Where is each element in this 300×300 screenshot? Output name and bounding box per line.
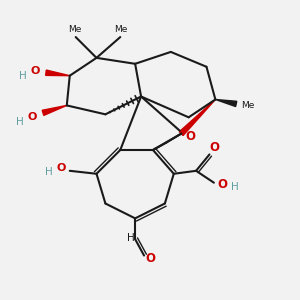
Text: O: O [145,252,155,265]
Text: O: O [185,130,195,143]
Polygon shape [179,100,215,136]
Text: Me: Me [114,25,128,34]
Polygon shape [215,100,237,106]
Text: H: H [127,233,135,243]
Polygon shape [42,105,67,116]
Text: O: O [28,112,37,122]
Text: O: O [209,140,219,154]
Text: H: H [45,167,53,177]
Text: Me: Me [68,25,82,34]
Text: Me: Me [242,101,255,110]
Text: H: H [231,182,239,192]
Text: O: O [31,66,40,76]
Text: H: H [16,117,24,127]
Text: H: H [19,71,27,81]
Text: O: O [218,178,228,191]
Text: O: O [56,163,65,173]
Polygon shape [46,70,70,76]
